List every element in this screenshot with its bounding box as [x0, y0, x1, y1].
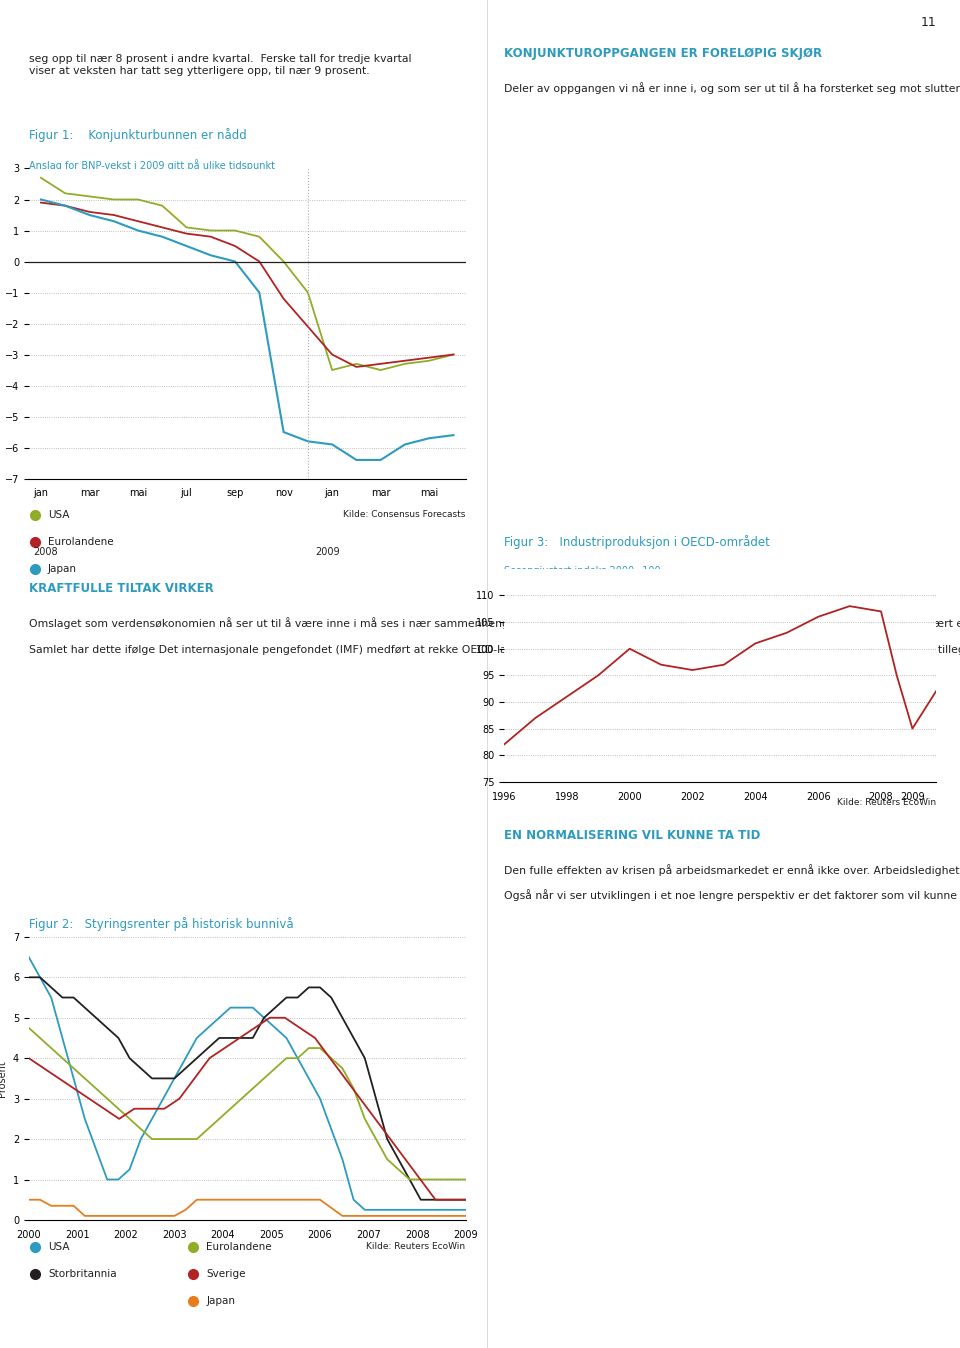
- Text: Kilde: Reuters EcoWin: Kilde: Reuters EcoWin: [837, 798, 936, 807]
- Text: KONJUNKTUROPPGANGEN ER FORELØPIG SKJØR: KONJUNKTUROPPGANGEN ER FORELØPIG SKJØR: [504, 47, 822, 61]
- Text: Sesongjustert indeks 2000=100: Sesongjustert indeks 2000=100: [504, 566, 660, 576]
- Text: Figur 3:   Industriproduksjon i OECD-området: Figur 3: Industriproduksjon i OECD-områd…: [504, 535, 770, 549]
- Text: Sverige: Sverige: [206, 1268, 246, 1279]
- Text: Eurolandene: Eurolandene: [206, 1242, 272, 1252]
- Y-axis label: Prosent: Prosent: [0, 1060, 8, 1097]
- Text: 2009: 2009: [315, 547, 340, 557]
- Text: Figur 2:   Styringsrenter på historisk bunnivå: Figur 2: Styringsrenter på historisk bun…: [29, 917, 294, 930]
- Text: Omslaget som verdensøkonomien nå ser ut til å være inne i må ses i nær sammenhen: Omslaget som verdensøkonomien nå ser ut …: [29, 617, 960, 655]
- Text: 11: 11: [921, 16, 936, 30]
- Text: 2008: 2008: [34, 547, 58, 557]
- Text: Storbritannia: Storbritannia: [48, 1268, 116, 1279]
- Text: Kilde: Reuters EcoWin: Kilde: Reuters EcoWin: [367, 1243, 466, 1251]
- Text: Deler av oppgangen vi nå er inne i, og som ser ut til å ha forsterket seg mot sl: Deler av oppgangen vi nå er inne i, og s…: [504, 82, 960, 94]
- Text: Japan: Japan: [206, 1295, 235, 1306]
- Text: EN NORMALISERING VIL KUNNE TA TID: EN NORMALISERING VIL KUNNE TA TID: [504, 829, 760, 842]
- Text: KRAFTFULLE TILTAK VIRKER: KRAFTFULLE TILTAK VIRKER: [29, 582, 213, 596]
- Text: Kilde: Consensus Forecasts: Kilde: Consensus Forecasts: [344, 511, 466, 519]
- Text: Eurolandene: Eurolandene: [48, 537, 113, 547]
- Text: Den fulle effekten av krisen på arbeidsmarkedet er ennå ikke over. Arbeidsledigh: Den fulle effekten av krisen på arbeidsm…: [504, 864, 960, 902]
- Text: USA: USA: [48, 1242, 69, 1252]
- Text: Figur 1:    Konjunkturbunnen er nådd: Figur 1: Konjunkturbunnen er nådd: [29, 128, 247, 142]
- Text: USA: USA: [48, 510, 69, 520]
- Text: Japan: Japan: [48, 563, 77, 574]
- Text: seg opp til nær 8 prosent i andre kvartal.  Ferske tall for tredje kvartal
viser: seg opp til nær 8 prosent i andre kvarta…: [29, 54, 411, 75]
- Text: Anslag for BNP-vekst i 2009 gitt på ulike tidspunkt: Anslag for BNP-vekst i 2009 gitt på ulik…: [29, 159, 275, 171]
